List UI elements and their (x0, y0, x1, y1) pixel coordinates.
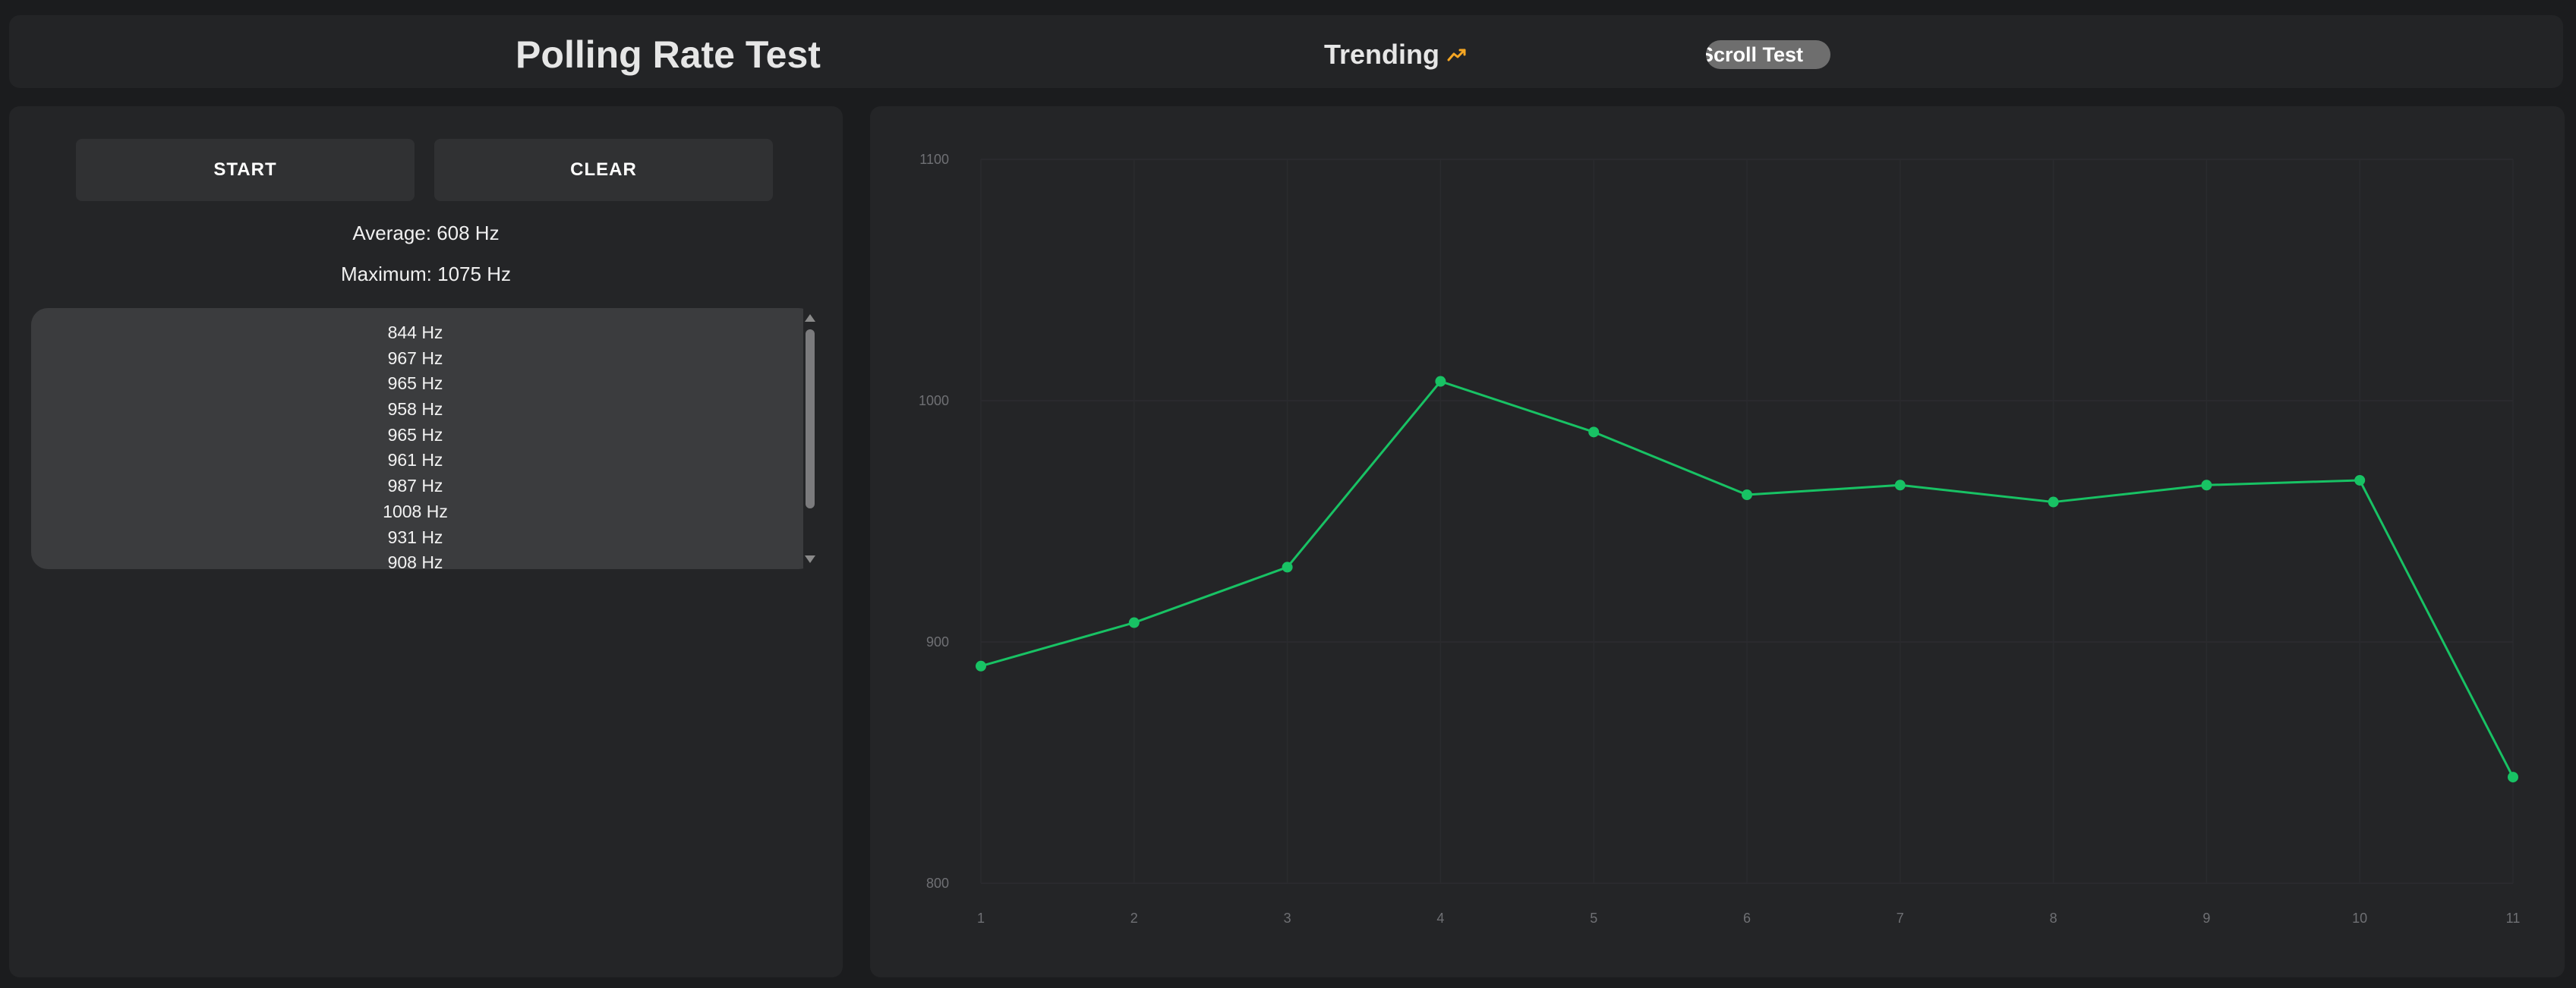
scroll-test-button[interactable]: Scroll Test (1706, 40, 1830, 69)
reading-item: 961 Hz (387, 450, 443, 470)
data-point (2048, 496, 2059, 508)
x-tick-label: 6 (1743, 911, 1751, 926)
clear-button[interactable]: CLEAR (434, 139, 773, 201)
reading-item: 931 Hz (387, 527, 443, 547)
y-tick-label: 1000 (919, 393, 949, 408)
scrollbar-thumb[interactable] (806, 329, 815, 508)
data-point (2508, 772, 2518, 783)
polling-rate-chart: 800 900 1000 1100 1 2 3 4 5 6 7 8 9 10 11 (919, 152, 2521, 926)
data-point (1742, 489, 1752, 501)
x-tick-label: 4 (1436, 911, 1444, 926)
reading-item: 967 Hz (387, 348, 443, 368)
y-tick-label: 800 (926, 876, 949, 891)
header-bar: Polling Rate Test Trending Scroll Test (9, 15, 2563, 88)
x-tick-label: 2 (1130, 911, 1138, 926)
y-tick-label: 1100 (919, 152, 949, 167)
reading-item: 965 Hz (387, 424, 443, 445)
controls-panel: START CLEAR Average: 608 Hz Maximum: 107… (9, 106, 843, 977)
trending-label: Trending (1324, 39, 1439, 70)
data-point (2201, 480, 2212, 491)
trending-link[interactable]: Trending (1324, 15, 1467, 88)
scroll-down-arrow-icon[interactable] (805, 555, 815, 563)
x-tick-label: 11 (2506, 911, 2521, 926)
x-tick-label: 9 (2202, 911, 2210, 926)
reading-item: 1008 Hz (383, 501, 448, 521)
data-point (1894, 480, 1906, 491)
data-point (976, 660, 986, 672)
chart-panel: 800 900 1000 1100 1 2 3 4 5 6 7 8 9 10 11 (870, 106, 2565, 977)
readings-list[interactable]: 844 Hz 967 Hz 965 Hz 958 Hz 965 Hz 961 Hz 987 … (31, 308, 815, 569)
x-tick-label: 8 (2050, 911, 2057, 926)
y-tick-label: 900 (926, 634, 949, 650)
reading-item: 844 Hz (387, 323, 443, 342)
x-tick-label: 3 (1284, 911, 1291, 926)
maximum-stat: Maximum: 1075 Hz (341, 263, 511, 285)
reading-item: 958 Hz (387, 399, 443, 420)
reading-item: 987 Hz (387, 476, 443, 496)
x-tick-label: 1 (977, 911, 985, 926)
data-point (1128, 617, 1140, 628)
scroll-up-arrow-icon[interactable] (805, 314, 815, 322)
readings-list-items: 844 Hz 967 Hz 965 Hz 958 Hz 965 Hz 961 Hz 987 … (31, 320, 799, 569)
page-title: Polling Rate Test (516, 33, 821, 76)
data-point (1588, 426, 1600, 438)
data-point (1282, 562, 1293, 573)
average-stat: Average: 608 Hz (352, 222, 500, 244)
readings-scrollbar[interactable] (803, 308, 817, 569)
data-point (2354, 474, 2366, 486)
start-button[interactable]: START (76, 139, 415, 201)
x-tick-label: 10 (2352, 911, 2367, 926)
x-tick-label: 5 (1590, 911, 1597, 926)
reading-item: 908 Hz (387, 552, 443, 569)
data-point (1435, 376, 1446, 387)
scroll-test-label: Scroll Test (1706, 43, 1804, 66)
x-tick-label: 7 (1897, 911, 1904, 926)
reading-item: 965 Hz (387, 373, 443, 394)
trending-up-icon (1447, 14, 1467, 93)
